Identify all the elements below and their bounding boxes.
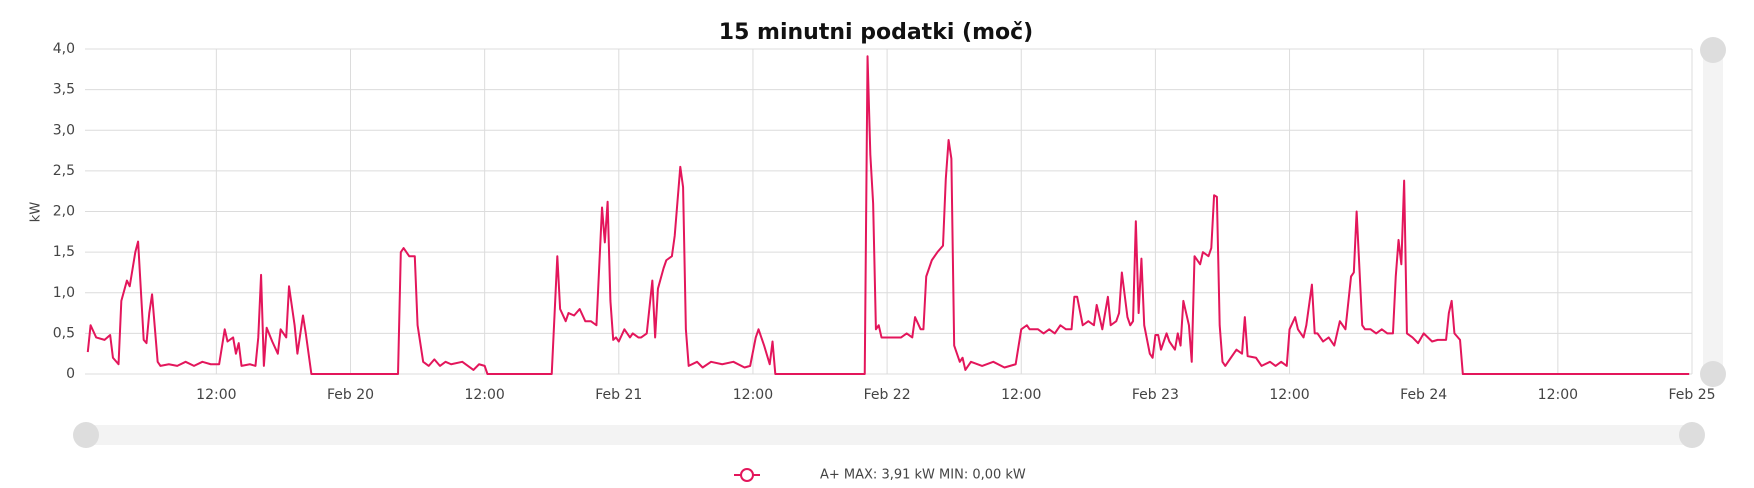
x-tick-label: 12:00 bbox=[196, 387, 236, 403]
y-tick-label: 2,0 bbox=[53, 204, 75, 220]
y-axis-label: kW bbox=[29, 202, 44, 223]
x-tick-label: Feb 22 bbox=[864, 387, 911, 403]
x-tick-label: Feb 24 bbox=[1400, 387, 1447, 403]
vertical-scrollbar[interactable] bbox=[1703, 40, 1723, 384]
y-tick-label: 4,0 bbox=[53, 41, 75, 57]
x-tick-label: 12:00 bbox=[1538, 387, 1578, 403]
y-tick-label: 3,0 bbox=[53, 122, 75, 138]
x-tick-label: Feb 23 bbox=[1132, 387, 1179, 403]
scroll-grip-left[interactable] bbox=[73, 422, 99, 448]
scroll-grip-bottom[interactable] bbox=[1700, 361, 1726, 387]
legend-marker bbox=[740, 468, 754, 482]
x-tick-label: Feb 20 bbox=[327, 387, 374, 403]
horizontal-scrollbar[interactable] bbox=[76, 425, 1702, 445]
scroll-grip-top[interactable] bbox=[1700, 37, 1726, 63]
legend-label: A+ MAX: 3,91 kW MIN: 0,00 kW bbox=[820, 468, 1026, 483]
y-tick-label: 0,5 bbox=[53, 325, 75, 341]
y-tick-label: 1,0 bbox=[53, 285, 75, 301]
data-line bbox=[86, 55, 1690, 375]
chart-title: 15 minutni podatki (moč) bbox=[719, 20, 1033, 45]
x-tick-label: 12:00 bbox=[733, 387, 773, 403]
x-tick-label: 12:00 bbox=[1001, 387, 1041, 403]
y-tick-label: 2,5 bbox=[53, 163, 75, 179]
grid bbox=[85, 48, 1693, 375]
x-tick-label: Feb 21 bbox=[595, 387, 642, 403]
legend[interactable]: A+ MAX: 3,91 kW MIN: 0,00 kW bbox=[734, 468, 1026, 483]
y-tick-label: 1,5 bbox=[53, 244, 75, 260]
y-tick-label: 0 bbox=[66, 366, 75, 382]
x-tick-label: 12:00 bbox=[464, 387, 504, 403]
x-tick-label: Feb 25 bbox=[1668, 387, 1715, 403]
x-tick-label: 12:00 bbox=[1269, 387, 1309, 403]
y-tick-label: 3,5 bbox=[53, 82, 75, 98]
scroll-grip-right[interactable] bbox=[1679, 422, 1705, 448]
